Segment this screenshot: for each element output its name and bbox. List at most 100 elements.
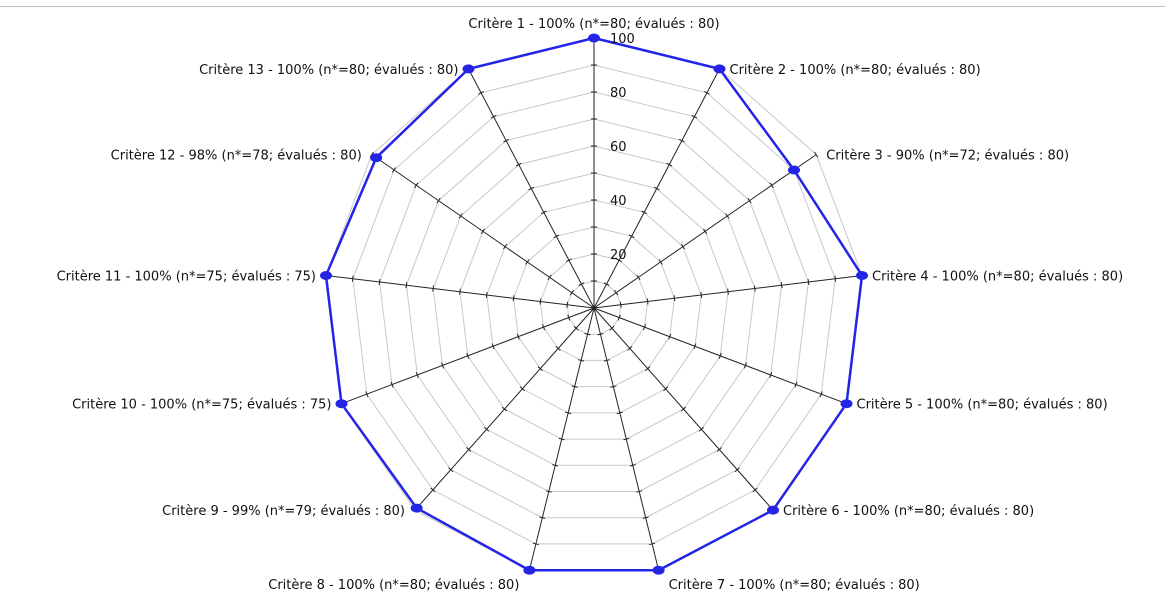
grid-ring-8	[379, 91, 809, 519]
spoke-tick-7-1	[597, 333, 604, 336]
spoke-tick-12-6	[458, 213, 463, 219]
spoke-tick-9-3	[537, 366, 543, 371]
spoke-tick-13-7	[503, 138, 510, 143]
category-label-12: Critère 12 - 98% (n*=78; évalués : 80)	[111, 149, 362, 164]
radial-tick-80: 80	[610, 86, 627, 101]
spoke-tick-5-9	[819, 391, 823, 398]
spoke-tick-11-8	[378, 278, 381, 285]
spoke-tick-9-1	[573, 325, 579, 331]
spoke-tick-8-7	[545, 490, 552, 493]
spoke-tick-12-2	[547, 274, 552, 281]
radial-tick-20: 20	[610, 248, 627, 263]
spoke-tick-4-7	[780, 282, 783, 289]
spoke-tick-2-7	[678, 138, 685, 143]
spoke-tick-7-7	[636, 490, 643, 493]
spoke-tick-10-6	[441, 362, 445, 369]
spoke-tick-6-8	[734, 467, 740, 473]
spoke-tick-7-9	[649, 542, 656, 546]
grid-ring-9	[352, 64, 836, 545]
data-point-10	[335, 399, 348, 409]
spoke-tick-4-4	[700, 291, 703, 299]
spoke-tick-3-8	[769, 182, 774, 189]
data-point-3	[788, 165, 800, 175]
spoke-tick-10-5	[466, 352, 470, 359]
spoke-tick-12-5	[480, 228, 486, 235]
category-label-11: Critère 11 - 100% (n*=75; évalués : 75)	[57, 270, 316, 285]
radar-series	[320, 33, 868, 575]
spoke-tick-12-7	[436, 197, 441, 204]
radial-tick-60: 60	[610, 140, 627, 155]
category-label-9: Critère 9 - 99% (n*=79; évalués : 80)	[162, 504, 405, 519]
radial-tick-40: 40	[610, 194, 627, 209]
category-label-2: Critère 2 - 100% (n*=80; évalués : 80)	[730, 63, 981, 78]
data-point-7	[652, 565, 665, 575]
grid-ring-6	[432, 145, 756, 466]
spoke-tick-7-5	[623, 437, 630, 441]
spoke-tick-2-6	[666, 162, 673, 167]
grid-ring-3	[513, 226, 675, 388]
category-label-7: Critère 7 - 100% (n*=80; évalués : 80)	[669, 578, 920, 593]
spoke-tick-6-9	[752, 487, 758, 493]
spoke-tick-10-2	[541, 324, 546, 331]
spoke-tick-6-6	[698, 426, 705, 432]
spoke-tick-5-1	[617, 314, 621, 321]
spoke-tick-5-2	[642, 324, 647, 331]
spoke-tick-8-2	[578, 359, 585, 362]
grid-ring-5	[459, 172, 729, 440]
spoke-tick-5-6	[743, 362, 747, 369]
category-label-13: Critère 13 - 100% (n*=80; évalués : 80)	[199, 63, 458, 78]
spoke-tick-12-1	[569, 289, 574, 296]
spoke-tick-11-7	[405, 282, 408, 289]
data-point-13	[462, 64, 475, 74]
spoke-tick-4-3	[673, 295, 676, 302]
radar-axes	[325, 37, 863, 572]
spoke-tick-3-3	[658, 259, 663, 265]
spoke-tick-9-6	[483, 426, 490, 432]
grid-ring-1	[566, 280, 622, 335]
category-label-5: Critère 5 - 100% (n*=80; évalués : 80)	[857, 398, 1108, 413]
spoke-tick-12-4	[502, 243, 508, 250]
spoke-tick-8-4	[565, 411, 572, 415]
spoke-tick-11-6	[432, 285, 434, 292]
spoke-tick-2-4	[641, 210, 648, 215]
spoke-tick-12-9	[391, 167, 397, 173]
data-point-1	[588, 33, 600, 43]
spoke-tick-10-3	[516, 333, 520, 340]
spoke-tick-3-5	[702, 228, 708, 235]
spoke-tick-2-3	[628, 234, 635, 239]
series-line	[324, 36, 864, 572]
spoke-tick-12-8	[414, 182, 419, 189]
spoke-tick-13-2	[565, 258, 572, 263]
spoke-tick-5-7	[769, 372, 773, 378]
spoke-tick-5-3	[668, 333, 672, 340]
spoke-tick-11-2	[539, 298, 542, 305]
spoke-tick-6-4	[663, 386, 669, 392]
spoke-tick-10-1	[567, 314, 571, 321]
spoke-tick-8-5	[558, 437, 565, 441]
data-point-5	[840, 399, 853, 409]
spoke-tick-9-5	[501, 406, 508, 412]
spoke-tick-13-3	[553, 234, 560, 239]
spoke-tick-6-2	[627, 346, 633, 351]
category-label-1: Critère 1 - 100% (n*=80; évalués : 80)	[468, 17, 719, 32]
spoke-tick-7-6	[629, 464, 636, 467]
spoke-tick-9-4	[519, 386, 525, 392]
spoke-tick-8-3	[571, 385, 578, 388]
spoke-tick-13-6	[515, 162, 522, 167]
spoke-tick-3-6	[725, 213, 730, 219]
data-point-11	[320, 271, 332, 280]
spoke-tick-13-5	[528, 186, 535, 191]
spoke-tick-2-9	[704, 90, 710, 95]
spoke-tick-12-3	[525, 259, 530, 265]
spoke-tick-8-9	[532, 542, 539, 546]
spoke-tick-4-5	[727, 288, 729, 295]
category-label-4: Critère 4 - 100% (n*=80; évalués : 80)	[872, 270, 1123, 285]
spoke-tick-5-4	[693, 343, 697, 350]
spoke-tick-4-2	[646, 298, 649, 305]
category-label-3: Critère 3 - 90% (n*=72; évalués : 80)	[826, 149, 1069, 164]
category-label-6: Critère 6 - 100% (n*=80; évalués : 80)	[783, 504, 1034, 519]
spoke-tick-11-1	[566, 301, 569, 308]
spoke-tick-7-3	[610, 385, 617, 388]
spoke-tick-13-8	[490, 114, 497, 119]
